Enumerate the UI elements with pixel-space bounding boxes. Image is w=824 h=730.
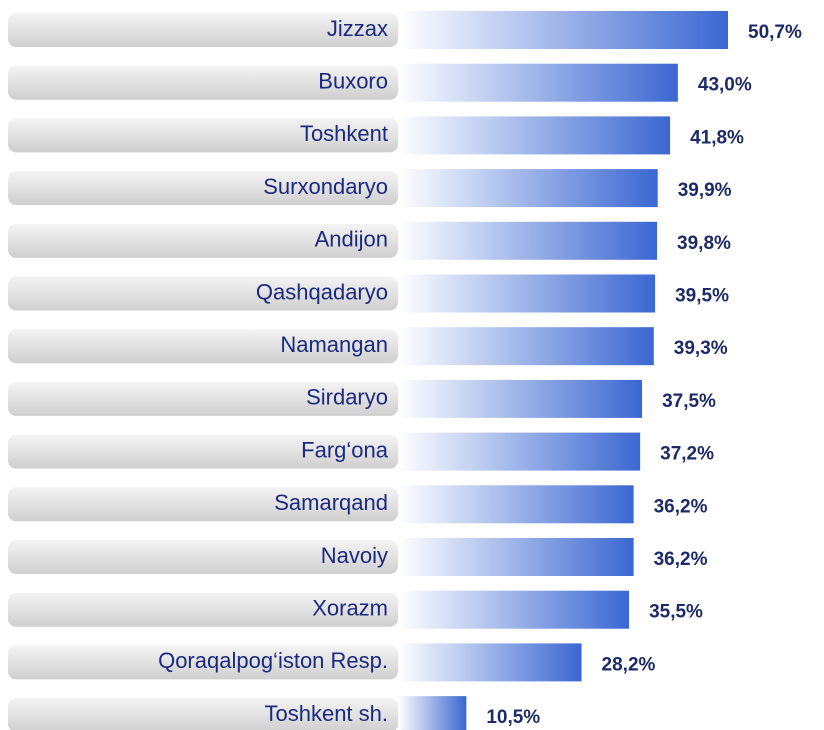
value-label: 50,7%	[748, 22, 802, 43]
value-label: 36,2%	[654, 496, 708, 517]
category-label: Surxondaryo	[263, 174, 388, 199]
category-label: Namangan	[280, 332, 388, 357]
label-pill	[8, 65, 398, 100]
category-label: Andijon	[315, 227, 388, 252]
category-label: Xorazm	[312, 596, 388, 621]
value-label: 39,3%	[674, 338, 728, 359]
bar	[398, 221, 658, 260]
bar	[398, 169, 658, 208]
value-label: 35,5%	[649, 602, 703, 623]
value-label: 43,0%	[698, 75, 752, 96]
value-label: 10,5%	[486, 707, 540, 728]
bar	[398, 643, 582, 682]
category-label: Buxoro	[318, 69, 388, 94]
label-pill	[8, 118, 398, 153]
bar	[398, 432, 641, 471]
label-pill	[8, 329, 398, 364]
value-label: 37,2%	[660, 444, 714, 465]
bar	[398, 327, 654, 366]
label-pill	[8, 434, 398, 469]
label-pill	[8, 223, 398, 258]
value-label: 39,8%	[677, 233, 731, 254]
category-label: Toshkent	[300, 121, 388, 146]
label-pill	[8, 592, 398, 627]
category-label: Qashqadaryo	[256, 279, 388, 304]
category-label: Qoraqalpog‘iston Resp.	[158, 648, 388, 673]
value-label: 39,5%	[675, 286, 729, 307]
label-pill	[8, 276, 398, 311]
value-label: 36,2%	[654, 549, 708, 570]
bar	[398, 590, 630, 629]
category-label: Toshkent sh.	[264, 701, 388, 726]
value-label: 41,8%	[690, 127, 744, 148]
category-label: Sirdaryo	[306, 385, 388, 410]
label-pill	[8, 540, 398, 574]
label-pill	[8, 487, 398, 522]
bar	[398, 538, 634, 576]
value-label: 39,9%	[678, 180, 732, 201]
bar	[398, 379, 643, 418]
label-pill	[8, 13, 398, 47]
label-pill	[8, 698, 398, 730]
label-pill	[8, 645, 398, 680]
value-label: 28,2%	[602, 654, 656, 675]
bar	[398, 116, 671, 155]
bar	[398, 696, 467, 730]
bar	[398, 485, 634, 524]
category-label: Farg‘ona	[301, 437, 389, 462]
category-label: Navoiy	[321, 543, 388, 568]
category-label: Samarqand	[274, 490, 388, 515]
value-label: 37,5%	[662, 391, 716, 412]
bar	[398, 274, 656, 313]
category-label: Jizzax	[327, 16, 388, 41]
label-pill	[8, 171, 398, 206]
bar	[398, 11, 728, 49]
bar	[398, 63, 678, 102]
label-pill	[8, 381, 398, 416]
